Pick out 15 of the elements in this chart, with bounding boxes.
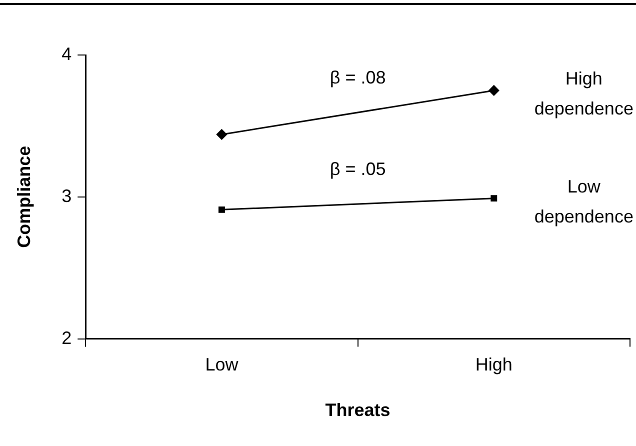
y-tick-label: 2: [62, 328, 72, 348]
text: High dependence: [534, 68, 634, 118]
text: Low dependence: [534, 176, 634, 226]
point: [216, 129, 227, 140]
y-axis-title: Compliance: [14, 146, 34, 248]
x-tick-label: High: [475, 354, 512, 375]
annotation: β = .08: [330, 67, 386, 88]
annotation: β = .05: [330, 158, 386, 179]
x-axis-title: Threats: [325, 400, 390, 420]
point: [218, 206, 225, 213]
point: [490, 195, 498, 202]
point: [488, 85, 500, 96]
x-tick-label: Low: [205, 354, 240, 375]
y-tick-label: 4: [62, 44, 72, 64]
y-tick-label: 3: [62, 186, 72, 206]
